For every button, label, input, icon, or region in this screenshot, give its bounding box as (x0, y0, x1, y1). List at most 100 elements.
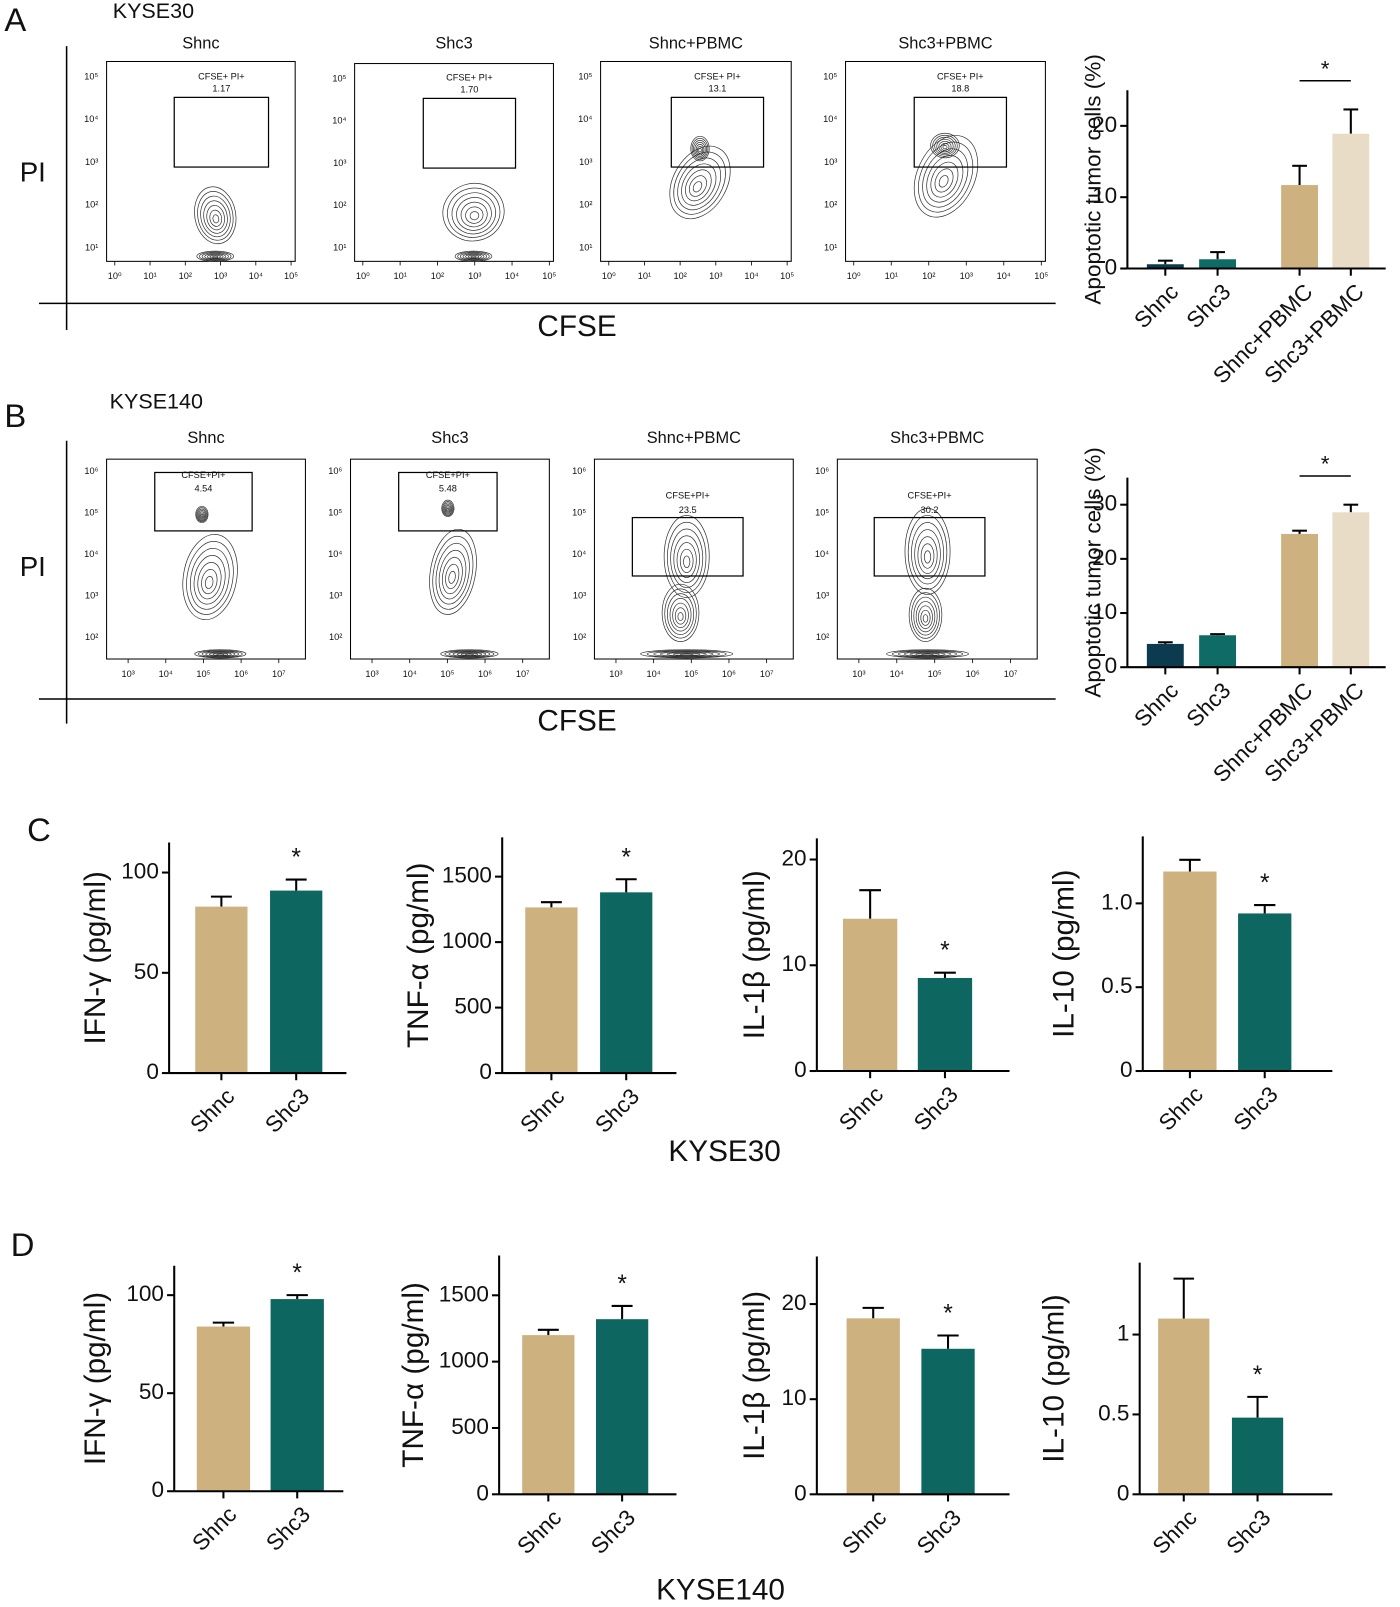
contour (194, 649, 247, 659)
gate-label: CFSE+ PI+ (446, 72, 493, 82)
x-tick-label: Shc3 (260, 1084, 314, 1138)
bar (525, 907, 578, 1074)
contour (646, 650, 727, 658)
y-tick-label: 10⁵ (84, 71, 98, 81)
contour (681, 163, 717, 206)
gate-label: CFSE+PI+ (908, 490, 952, 500)
contour (196, 250, 235, 262)
plot-frame (106, 60, 296, 262)
panel-letter: C (27, 811, 51, 848)
contour (205, 651, 236, 657)
y-axis-title: TNF-α (pg/ml) (397, 1282, 430, 1468)
y-tick-label: 1500 (442, 863, 492, 888)
contour (673, 535, 700, 583)
contour (204, 253, 227, 260)
contour (892, 650, 964, 658)
x-tick-label: 10⁵ (684, 669, 698, 679)
contour (448, 570, 456, 584)
contour (189, 548, 230, 610)
y-tick-label: 10¹ (85, 242, 98, 252)
contour (196, 507, 208, 523)
contour (199, 512, 205, 519)
x-tick-label: Shc3 (590, 1084, 644, 1138)
x-tick-label: 10⁷ (516, 669, 530, 679)
contour (194, 186, 237, 245)
y-tick-label: 10³ (573, 590, 586, 600)
y-axis-title: IL-10 (pg/ml) (1037, 1294, 1070, 1462)
contour (444, 505, 451, 513)
contour (203, 200, 228, 234)
x-tick-label: 10⁴ (744, 271, 758, 281)
plot-frame (106, 458, 306, 660)
x-tick-label: Shc3 (1182, 678, 1236, 732)
contour (465, 206, 484, 224)
contour (923, 550, 932, 564)
y-tick-label: 10³ (85, 590, 98, 600)
gate-label: CFSE+PI+ (666, 490, 710, 500)
x-tick-label: 10⁰ (356, 271, 370, 281)
x-tick-label: 10¹ (885, 271, 898, 281)
significance-mark: * (292, 1260, 302, 1287)
cell-line-label: KYSE140 (110, 389, 203, 413)
contour (198, 650, 243, 658)
contour (913, 135, 979, 218)
bar (270, 890, 323, 1074)
contour (206, 254, 224, 260)
y-tick-label: 10⁵ (823, 71, 837, 81)
plot-frame (354, 63, 554, 262)
contour (918, 605, 933, 630)
contour (209, 254, 221, 259)
contour (909, 652, 946, 657)
contour (907, 515, 948, 590)
contour (467, 254, 480, 259)
row-label: KYSE140 (656, 1574, 785, 1607)
contour (432, 535, 474, 610)
cell-line-label: KYSE30 (113, 0, 194, 23)
y-tick-label: 1 (1117, 1321, 1130, 1346)
bar (1332, 133, 1370, 269)
gate-value: 4.54 (194, 483, 212, 493)
y-tick-label: 20 (1092, 112, 1117, 137)
x-tick-label: Shnc (1129, 678, 1183, 732)
contour (454, 250, 493, 262)
contour (685, 169, 712, 202)
contour (451, 192, 497, 235)
y-tick-label: 50 (134, 959, 159, 984)
y-tick-label: 10² (329, 632, 342, 642)
panel-letter: D (11, 1226, 35, 1263)
contour (441, 556, 463, 595)
contour (442, 501, 454, 516)
y-tick-label: 10³ (824, 157, 837, 167)
x-tick-label: 10¹ (143, 271, 156, 281)
contour (666, 521, 707, 593)
x-tick-label: Shc3 (912, 1505, 966, 1559)
contour (212, 214, 220, 224)
bar (1199, 635, 1237, 668)
x-tick-label: Shnc (837, 1505, 891, 1559)
x-tick-label: 10⁶ (234, 669, 248, 679)
row-label: KYSE30 (668, 1135, 780, 1168)
gate (670, 96, 765, 168)
contour (897, 650, 958, 658)
x-tick-label: Shnc (512, 1505, 566, 1559)
y-axis-title: TNF-α (pg/ml) (402, 862, 435, 1048)
significance-mark: * (617, 1271, 627, 1298)
y-tick-label: 20 (1092, 545, 1117, 570)
y-tick-label: 0.5 (1098, 1400, 1129, 1425)
significance-mark: * (1253, 1362, 1263, 1389)
x-tick-label: 10³ (214, 271, 227, 281)
y-axis-title: Apoptotic tumor cells (%) (1081, 447, 1106, 697)
contour (201, 650, 240, 658)
contour (209, 652, 232, 657)
contour (908, 587, 943, 642)
x-tick-label: 10⁷ (760, 669, 774, 679)
x-tick-label: 10⁵ (1034, 271, 1048, 281)
contour (915, 652, 940, 656)
y-tick-label: 0 (1105, 653, 1118, 678)
contour (903, 651, 952, 657)
y-tick-label: 50 (139, 1379, 164, 1404)
plot-title: Shc3+PBMC (898, 34, 992, 52)
x-tick-label: 10⁵ (928, 669, 942, 679)
